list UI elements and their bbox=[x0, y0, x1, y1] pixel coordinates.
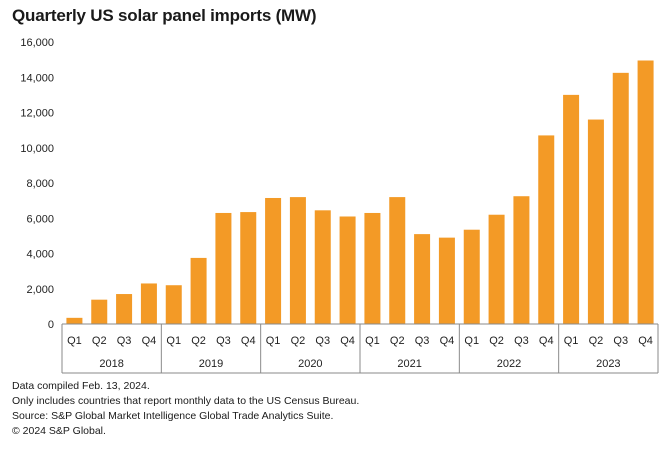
x-tick-label-year: 2019 bbox=[199, 358, 223, 370]
x-tick-label-quarter: Q4 bbox=[539, 335, 554, 347]
x-tick-label-quarter: Q2 bbox=[191, 335, 206, 347]
bar-q2-2021 bbox=[389, 197, 406, 324]
note-data-compiled: Data compiled Feb. 13, 2024. bbox=[12, 380, 150, 392]
x-tick-label-quarter: Q3 bbox=[613, 335, 628, 347]
bars bbox=[66, 60, 654, 324]
y-axis: 0 2,000 4,000 6,000 8,000 10,000 12,000 14,000 1… bbox=[20, 37, 54, 331]
x-tick-label-quarter: Q3 bbox=[514, 335, 529, 347]
y-tick-label: 2,000 bbox=[26, 284, 54, 296]
x-tick-label-year: 2021 bbox=[397, 358, 421, 370]
x-tick-label-quarter: Q2 bbox=[92, 335, 107, 347]
bar-q2-2018 bbox=[91, 299, 108, 324]
x-tick-label-quarter: Q1 bbox=[365, 335, 380, 347]
bar-q1-2020 bbox=[265, 197, 282, 324]
bar-q3-2020 bbox=[314, 210, 331, 324]
bar-q4-2020 bbox=[339, 216, 356, 324]
x-tick-label-quarter: Q4 bbox=[440, 335, 455, 347]
bar-q2-2023 bbox=[587, 119, 604, 324]
x-tick-label-quarter: Q3 bbox=[216, 335, 231, 347]
y-tick-label: 6,000 bbox=[26, 213, 54, 225]
note-copyright: © 2024 S&P Global. bbox=[12, 425, 106, 437]
x-tick-label-quarter: Q1 bbox=[564, 335, 579, 347]
x-tick-label-quarter: Q3 bbox=[315, 335, 330, 347]
bar-q1-2022 bbox=[463, 229, 480, 324]
bar-q3-2023 bbox=[612, 72, 629, 324]
chart-title: Quarterly US solar panel imports (MW) bbox=[12, 6, 317, 25]
note-source: Source: S&P Global Market Intelligence G… bbox=[12, 410, 334, 422]
bar-q4-2023 bbox=[637, 60, 654, 324]
x-tick-label-quarter: Q1 bbox=[166, 335, 181, 347]
bar-q2-2020 bbox=[289, 197, 306, 324]
bar-q4-2019 bbox=[240, 212, 257, 324]
bar-q3-2018 bbox=[116, 294, 133, 324]
x-tick-label-quarter: Q4 bbox=[142, 335, 157, 347]
y-tick-label: 8,000 bbox=[26, 178, 54, 190]
x-tick-label-quarter: Q2 bbox=[390, 335, 405, 347]
x-tick-label-year: 2022 bbox=[497, 358, 521, 370]
x-tick-label-quarter: Q3 bbox=[415, 335, 430, 347]
x-tick-label-quarter: Q1 bbox=[266, 335, 281, 347]
x-tick-label-quarter: Q4 bbox=[340, 335, 355, 347]
bar-q4-2022 bbox=[538, 135, 555, 324]
x-tick-label-quarter: Q1 bbox=[464, 335, 479, 347]
note-census-coverage: Only includes countries that report mont… bbox=[12, 395, 360, 407]
bar-q2-2022 bbox=[488, 214, 505, 324]
bar-q3-2019 bbox=[215, 212, 232, 324]
y-tick-label: 0 bbox=[48, 319, 54, 331]
bar-q1-2019 bbox=[165, 285, 182, 324]
x-tick-label-year: 2020 bbox=[298, 358, 322, 370]
bar-q1-2021 bbox=[364, 212, 381, 324]
y-tick-label: 4,000 bbox=[26, 249, 54, 261]
x-tick-label-quarter: Q2 bbox=[489, 335, 504, 347]
x-tick-label-quarter: Q4 bbox=[638, 335, 653, 347]
x-axis: Q1 Q2 Q3 Q4 Q1 Q2 Q3 Q4 Q1 Q2 Q3 Q4 Q1 Q2 Q3 Q4 Q1 Q2 Q3 Q4… bbox=[61, 323, 659, 374]
chart-notes: Data compiled Feb. 13, 2024. Only includ… bbox=[12, 379, 359, 439]
bar-q1-2018 bbox=[66, 317, 83, 324]
bar-q1-2023 bbox=[563, 94, 580, 324]
y-tick-label: 16,000 bbox=[20, 37, 54, 49]
x-tick-label-quarter: Q4 bbox=[241, 335, 256, 347]
bar-q2-2019 bbox=[190, 257, 207, 324]
x-tick-label-quarter: Q2 bbox=[589, 335, 604, 347]
x-tick-label-quarter: Q2 bbox=[291, 335, 306, 347]
y-tick-label: 12,000 bbox=[20, 108, 54, 120]
bar-q4-2021 bbox=[438, 237, 455, 324]
bar-q3-2022 bbox=[513, 196, 530, 324]
y-tick-label: 10,000 bbox=[20, 143, 54, 155]
x-tick-label-quarter: Q3 bbox=[117, 335, 132, 347]
x-tick-label-year: 2018 bbox=[99, 358, 123, 370]
bar-q4-2018 bbox=[140, 283, 157, 324]
y-tick-label: 14,000 bbox=[20, 72, 54, 84]
x-tick-label-year: 2023 bbox=[596, 358, 620, 370]
bar-q3-2021 bbox=[414, 234, 431, 324]
x-tick-label-quarter: Q1 bbox=[67, 335, 82, 347]
